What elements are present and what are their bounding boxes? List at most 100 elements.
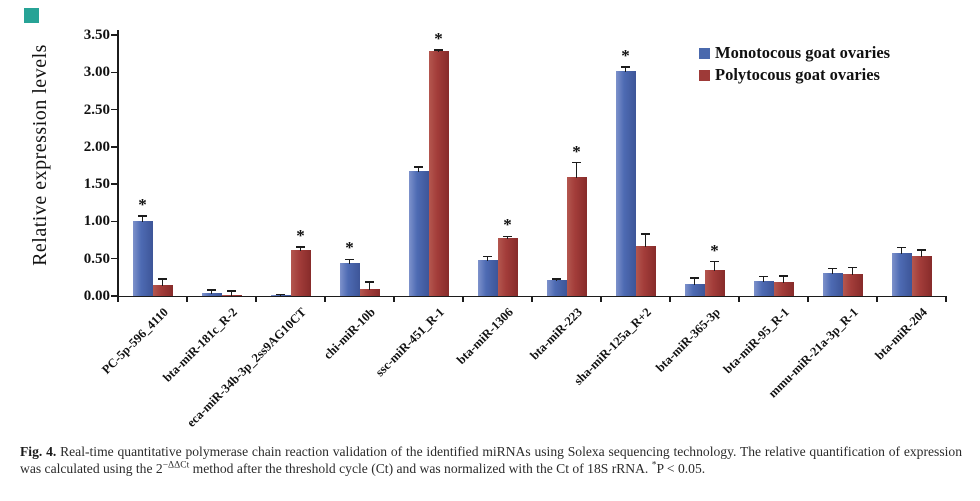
error-bar-stem (575, 162, 578, 178)
error-bar-cap (138, 215, 147, 217)
error-bar-stem (141, 216, 144, 222)
y-tick-label: 2.00 (83, 138, 110, 155)
caption-text-1: Real-time quantitative polymerase chain … (20, 444, 962, 476)
caption-text-2: method after the threshold cycle (Ct) an… (189, 460, 652, 476)
x-tick (669, 296, 671, 302)
error-bar-stem (210, 290, 213, 294)
x-tick (600, 296, 602, 302)
error-bar-cap (690, 277, 699, 279)
bar-polytocous (773, 281, 794, 296)
error-bar-cap (276, 293, 285, 296)
error-bar-cap (848, 266, 857, 269)
error-bar-cap (710, 260, 719, 263)
error-bar-stem (506, 236, 509, 239)
bar-polytocous (704, 269, 725, 296)
error-bar-stem (900, 247, 903, 255)
caption-exponent: −ΔΔCt (162, 460, 190, 471)
legend-swatch-red (699, 69, 710, 81)
caption-significance-star: * (651, 460, 657, 471)
bar-chart: Relative expression levels 0.00 0.50 1.00 1… (29, 27, 947, 430)
bar-polytocous (635, 246, 656, 296)
x-tick (324, 296, 326, 302)
y-tick-label: 3.50 (83, 27, 110, 43)
x-tick (945, 296, 947, 302)
error-bar-stem (486, 256, 489, 262)
error-bar-stem (920, 249, 923, 258)
significance-star: * (138, 195, 147, 215)
x-tick (255, 296, 257, 302)
y-tick-label: 2.50 (83, 101, 110, 118)
y-tick-label: 1.00 (83, 213, 110, 230)
x-tick (531, 296, 533, 302)
legend: Monotocous goat ovaries Polytocous goat … (699, 42, 890, 86)
error-bar-stem (555, 278, 558, 282)
error-bar-stem (831, 268, 834, 274)
legend-label: Monotocous goat ovaries (715, 43, 891, 62)
y-tick-label: 0.50 (83, 250, 110, 267)
significance-star: * (434, 28, 443, 48)
legend-item-monotocous: Monotocous goat ovaries (699, 42, 890, 64)
bar-polytocous (152, 284, 173, 296)
legend-item-polytocous: Polytocous goat ovaries (699, 64, 890, 86)
error-bar-stem (368, 281, 371, 290)
x-tick (393, 296, 395, 302)
y-tick-label: 1.50 (83, 176, 110, 193)
significance-star: * (572, 141, 581, 161)
caption-text-3: P < 0.05. (656, 460, 706, 476)
bar-polytocous (911, 256, 932, 296)
legend-swatch-blue (699, 47, 710, 59)
bar-polytocous (290, 249, 311, 296)
bar-monotocous (615, 70, 636, 296)
bar-polytocous (566, 176, 587, 296)
error-bar-cap (641, 233, 650, 235)
bar-monotocous (753, 281, 774, 296)
bar-monotocous (477, 260, 498, 296)
bar-polytocous (842, 273, 863, 296)
error-bar-stem (161, 278, 164, 286)
significance-star: * (710, 240, 719, 260)
error-bar-stem (713, 261, 716, 271)
y-tick-label: 3.00 (83, 64, 110, 81)
legend-label: Polytocous goat ovaries (715, 65, 880, 84)
x-tick (117, 296, 119, 302)
y-tick (111, 257, 118, 260)
error-bar-cap (414, 166, 423, 168)
error-bar-cap (207, 289, 216, 291)
error-bar-cap (897, 246, 906, 249)
bar-monotocous (546, 280, 567, 296)
error-bar-stem (299, 246, 302, 251)
error-bar-cap (828, 267, 837, 270)
error-bar-stem (782, 275, 785, 283)
bar-monotocous (201, 293, 222, 296)
bar-monotocous (132, 220, 153, 296)
y-tick (111, 34, 118, 36)
error-bar-cap (158, 278, 167, 280)
y-tick (111, 295, 118, 297)
bar-polytocous (359, 288, 380, 296)
figure-caption: Fig. 4. Real-time quantitative polymeras… (20, 444, 962, 477)
error-bar-stem (230, 290, 233, 296)
bar-polytocous (428, 51, 449, 296)
error-bar-stem (624, 67, 627, 72)
x-tick (186, 296, 188, 302)
error-bar-cap (552, 278, 561, 280)
y-tick (111, 71, 118, 74)
error-bar-cap (434, 49, 443, 51)
x-tick (462, 296, 464, 302)
y-tick-label: 0.00 (83, 288, 110, 304)
error-bar-stem (693, 278, 696, 286)
error-bar-stem (437, 49, 440, 53)
error-bar-cap (345, 258, 354, 261)
x-tick (738, 296, 740, 302)
significance-star: * (345, 238, 354, 258)
bar-monotocous (339, 263, 360, 296)
x-tick (807, 296, 809, 302)
significance-star: * (503, 215, 512, 235)
bar-monotocous (891, 253, 912, 296)
error-bar-cap (296, 246, 305, 248)
x-tick (876, 296, 878, 302)
y-tick (111, 183, 118, 185)
error-bar-stem (851, 267, 854, 275)
x-axis-line (111, 295, 947, 298)
